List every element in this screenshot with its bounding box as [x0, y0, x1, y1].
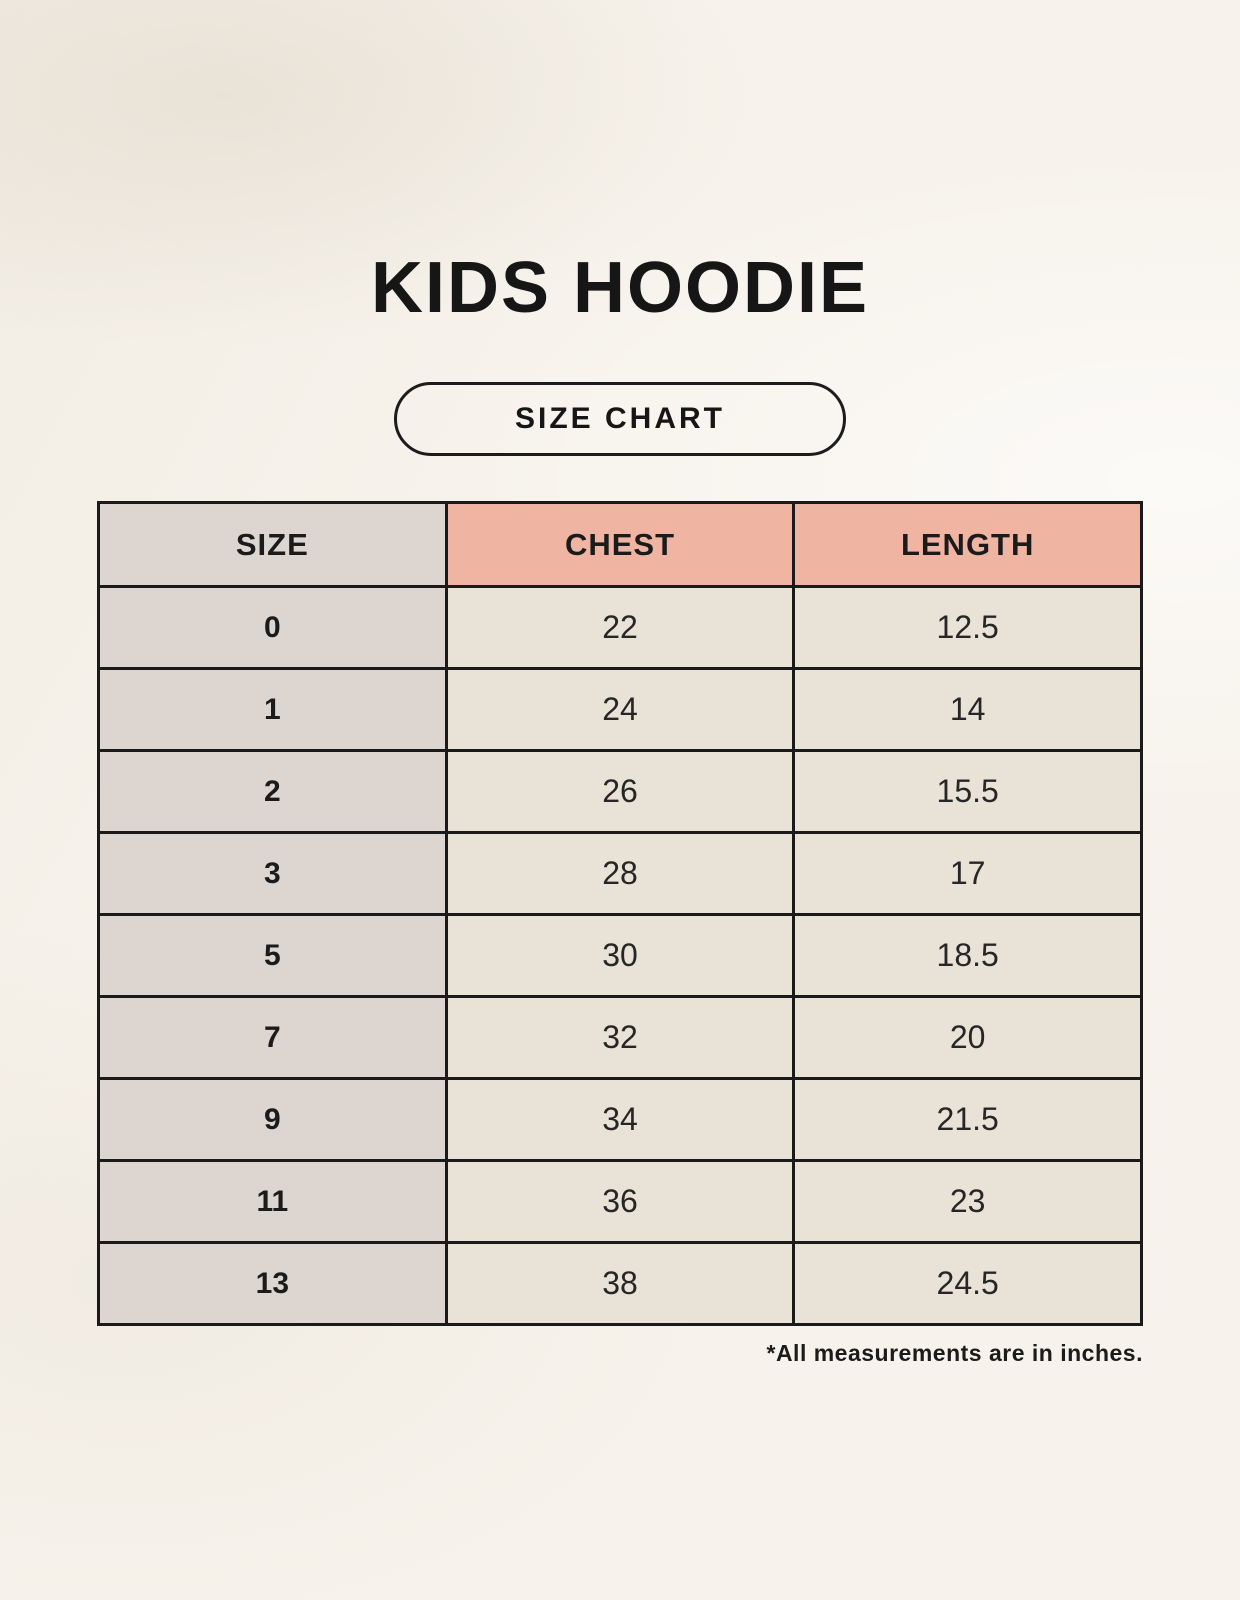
- size-cell: 9: [97, 1077, 448, 1162]
- table-row: 5 30 18.5: [97, 913, 1143, 998]
- size-cell: 0: [97, 585, 448, 670]
- column-header-length: LENGTH: [792, 501, 1143, 588]
- table-header-row: SIZE CHEST LENGTH: [97, 501, 1143, 588]
- length-cell: 18.5: [792, 913, 1143, 998]
- size-cell: 3: [97, 831, 448, 916]
- chest-cell: 28: [444, 831, 796, 916]
- size-chart-badge-label: SIZE CHART: [515, 402, 725, 435]
- table-body: 0 22 12.5 1 24 14 2 26 15.5 3 28 17 5 30 18.5 7 32 20 9 34 2…: [97, 585, 1143, 1326]
- size-chart-table-wrapper: SIZE CHEST LENGTH 0 22 12.5 1 24 14 2 26 15.5 3 28 17…: [97, 501, 1143, 1326]
- chest-cell: 34: [444, 1077, 796, 1162]
- length-cell: 24.5: [792, 1241, 1143, 1326]
- length-cell: 12.5: [792, 585, 1143, 670]
- size-chart-poster: KIDS HOODIE SIZE CHART SIZE CHEST LENGTH 0…: [97, 248, 1143, 1366]
- table-row: 3 28 17: [97, 831, 1143, 916]
- length-cell: 17: [792, 831, 1143, 916]
- size-chart-badge: SIZE CHART: [394, 382, 846, 456]
- length-cell: 23: [792, 1159, 1143, 1244]
- page-title: KIDS HOODIE: [370, 248, 870, 328]
- size-cell: 7: [97, 995, 448, 1080]
- table-row: 1 24 14: [97, 667, 1143, 752]
- size-cell: 13: [97, 1241, 448, 1326]
- chest-cell: 26: [444, 749, 796, 834]
- table-row: 2 26 15.5: [97, 749, 1143, 834]
- size-cell: 5: [97, 913, 448, 998]
- table-row: 7 32 20: [97, 995, 1143, 1080]
- table-row: 11 36 23: [97, 1159, 1143, 1244]
- length-cell: 21.5: [792, 1077, 1143, 1162]
- size-cell: 1: [97, 667, 448, 752]
- chest-cell: 22: [444, 585, 796, 670]
- table-row: 13 38 24.5: [97, 1241, 1143, 1326]
- length-cell: 20: [792, 995, 1143, 1080]
- size-chart-table: SIZE CHEST LENGTH 0 22 12.5 1 24 14 2 26 15.5 3 28 17…: [97, 501, 1143, 1326]
- length-cell: 15.5: [792, 749, 1143, 834]
- length-cell: 14: [792, 667, 1143, 752]
- chest-cell: 36: [444, 1159, 796, 1244]
- size-cell: 11: [97, 1159, 448, 1244]
- chest-cell: 24: [444, 667, 796, 752]
- table-row: 0 22 12.5: [97, 585, 1143, 670]
- column-header-chest: CHEST: [444, 501, 796, 588]
- column-header-size: SIZE: [97, 501, 448, 588]
- table-row: 9 34 21.5: [97, 1077, 1143, 1162]
- chest-cell: 32: [444, 995, 796, 1080]
- chest-cell: 38: [444, 1241, 796, 1326]
- measurements-footnote: *All measurements are in inches.: [766, 1340, 1143, 1366]
- chest-cell: 30: [444, 913, 796, 998]
- size-cell: 2: [97, 749, 448, 834]
